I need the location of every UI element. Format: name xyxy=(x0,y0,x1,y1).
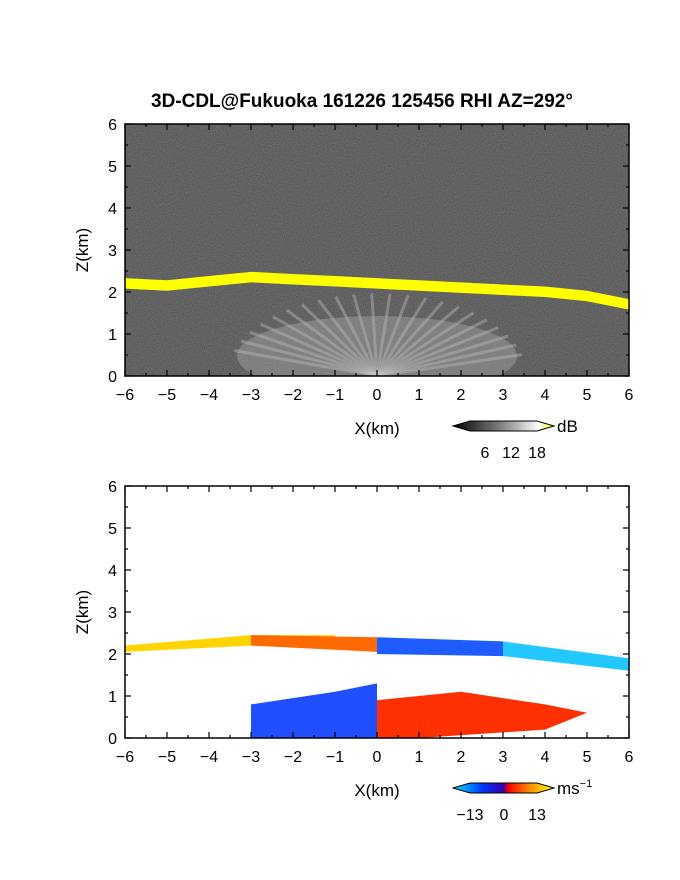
x-tick-label: −6 xyxy=(116,749,134,766)
colorbar-tick: 12 xyxy=(502,445,520,462)
echo-ray xyxy=(376,353,523,376)
cloud-layer-echo xyxy=(125,271,629,310)
y-tick-label: 5 xyxy=(108,521,117,538)
y-tick-label: 1 xyxy=(108,689,117,706)
y-tick-label: 3 xyxy=(108,243,117,260)
x-tick-label: −5 xyxy=(158,387,176,404)
echo-ray xyxy=(376,305,460,376)
echo-ray xyxy=(375,297,428,376)
x-tick-label: −2 xyxy=(284,387,302,404)
velocity-panel: −6 −5 −4 −3 −2 −1 0 1 2 3 4 5 6 0 1 2 3 4 5 6 X(km) Z(km) −… xyxy=(73,479,634,824)
echo-ray xyxy=(300,303,379,376)
echo-ray xyxy=(285,308,378,376)
colorbar-tick: 13 xyxy=(528,807,546,824)
echo-ray xyxy=(249,330,378,376)
velocity-unit: ms−1 xyxy=(557,778,592,798)
y-tick-label: 4 xyxy=(108,563,117,580)
velocity-colorbar-bar xyxy=(451,782,556,794)
echo-ray xyxy=(376,334,509,376)
echo-ray xyxy=(317,299,379,376)
x-tick-label: −5 xyxy=(158,749,176,766)
reflectivity-axes: −6 −5 −4 −3 −2 −1 0 1 2 3 4 5 6 0 1 2 3 4 5 6 xyxy=(108,117,633,404)
x-tick-label: 2 xyxy=(457,749,466,766)
echo-ray xyxy=(376,326,499,376)
echo-ray xyxy=(375,300,444,376)
colorbar-tick: 6 xyxy=(481,445,490,462)
y-tick-label: 3 xyxy=(108,605,117,622)
velocity-layer-blue xyxy=(377,637,503,657)
velocity-low-red xyxy=(377,691,587,738)
boundary-layer-echo xyxy=(237,316,517,376)
y-tick-label: 2 xyxy=(108,285,117,302)
noise-texture xyxy=(125,124,629,376)
x-tick-label: 6 xyxy=(625,387,634,404)
echo-ray xyxy=(376,343,517,376)
x-tick-label: 1 xyxy=(415,387,424,404)
x-tick-label: 4 xyxy=(541,387,550,404)
echo-rays xyxy=(234,293,523,376)
x-tick-label: −1 xyxy=(326,749,344,766)
velocity-low-blue xyxy=(251,683,377,738)
velocity-colorbar: −13 0 13 ms−1 xyxy=(451,778,592,824)
y-tick-label: 0 xyxy=(108,369,117,386)
echo-ray xyxy=(375,293,392,376)
x-tick-label: 5 xyxy=(583,749,592,766)
reflectivity-colorbar-bar xyxy=(451,420,556,432)
x-tick-label: 3 xyxy=(499,749,508,766)
echo-ray xyxy=(272,315,378,376)
velocity-plot-area xyxy=(125,486,629,738)
x-tick-label: −4 xyxy=(200,387,218,404)
echo-ray xyxy=(234,349,378,376)
y-tick-label: 1 xyxy=(108,327,117,344)
colorbar-tick: 18 xyxy=(528,445,546,462)
x-tick-label: −2 xyxy=(284,749,302,766)
y-tick-label: 6 xyxy=(108,479,117,496)
y-tick-label: 5 xyxy=(108,159,117,176)
x-tick-label: −1 xyxy=(326,387,344,404)
y-tick-label: 6 xyxy=(108,117,117,134)
x-tick-label: −3 xyxy=(242,387,260,404)
y-tick-label: 4 xyxy=(108,201,117,218)
echo-ray xyxy=(375,294,410,376)
reflectivity-xlabel: X(km) xyxy=(354,419,399,438)
x-tick-label: −3 xyxy=(242,749,260,766)
velocity-xlabel: X(km) xyxy=(354,781,399,800)
x-tick-label: 2 xyxy=(457,387,466,404)
echo-ray xyxy=(240,339,378,376)
echo-ray xyxy=(352,294,379,376)
echo-ray xyxy=(334,296,379,376)
y-tick-label: 2 xyxy=(108,647,117,664)
velocity-axes: −6 −5 −4 −3 −2 −1 0 1 2 3 4 5 6 0 1 2 3 4 5 6 xyxy=(108,479,633,766)
reflectivity-colorbar: 6 12 18 dB xyxy=(451,417,578,462)
x-tick-label: −6 xyxy=(116,387,134,404)
colorbar-tick: 0 xyxy=(500,807,509,824)
echo-ray xyxy=(259,322,378,376)
x-tick-label: 1 xyxy=(415,749,424,766)
x-tick-label: 3 xyxy=(499,387,508,404)
echo-ray xyxy=(376,311,475,376)
x-tick-label: 0 xyxy=(373,749,382,766)
reflectivity-unit: dB xyxy=(557,417,578,436)
echo-ray xyxy=(370,293,379,376)
velocity-layer-orange xyxy=(251,635,377,652)
velocity-layer-cyan xyxy=(503,641,629,671)
x-tick-label: −4 xyxy=(200,749,218,766)
x-tick-label: 0 xyxy=(373,387,382,404)
reflectivity-plot-area xyxy=(125,124,629,376)
colorbar-tick: −13 xyxy=(456,807,483,824)
x-tick-label: 6 xyxy=(625,749,634,766)
echo-ray xyxy=(376,318,488,376)
velocity-ylabel: Z(km) xyxy=(73,590,92,634)
reflectivity-ylabel: Z(km) xyxy=(73,228,92,272)
figure-title: 3D-CDL@Fukuoka 161226 125456 RHI AZ=292° xyxy=(151,91,573,112)
y-tick-label: 0 xyxy=(108,731,117,748)
velocity-field xyxy=(125,635,629,738)
x-tick-label: 5 xyxy=(583,387,592,404)
x-tick-label: 4 xyxy=(541,749,550,766)
